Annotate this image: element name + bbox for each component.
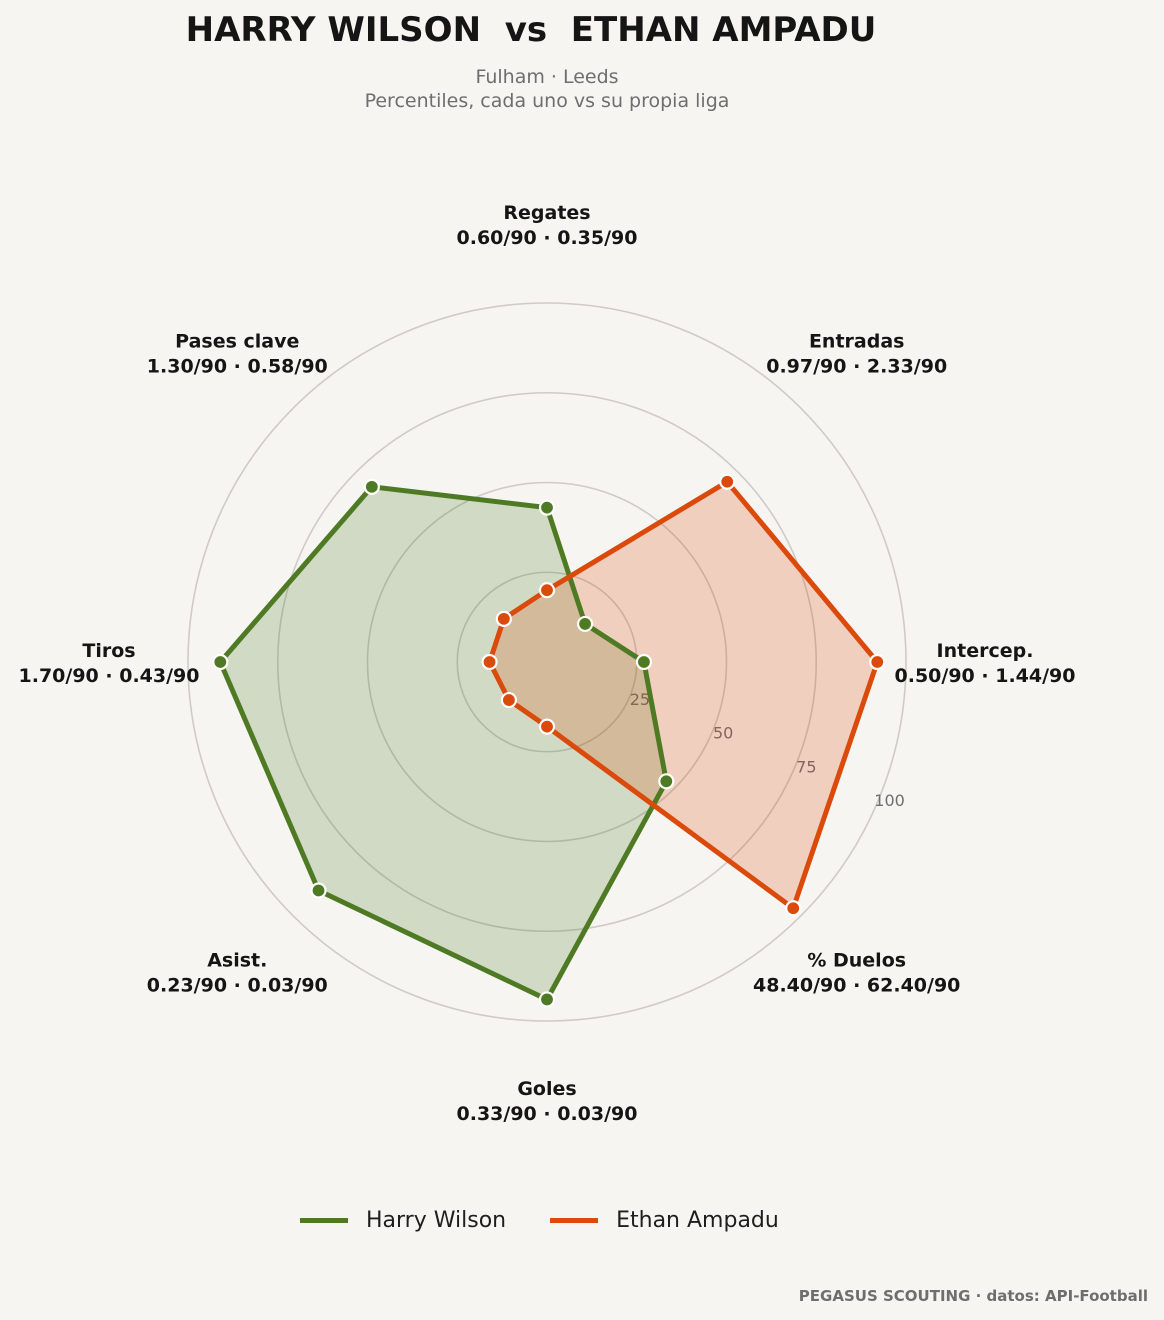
axis-label-8: Pases clave: [175, 330, 299, 352]
axis-label-7: Tiros: [82, 640, 135, 662]
radar-point-series-1-axis-4: [658, 773, 675, 790]
chart-legend: Harry Wilson Ethan Ampadu: [300, 1208, 823, 1233]
axis-label-2: Entradas: [809, 330, 905, 352]
radar-point-series-1-axis-7: [212, 653, 229, 671]
radar-ring-100: [187, 302, 907, 1022]
radar-area-series-2: [489, 481, 878, 909]
legend-item-series-2: Ethan Ampadu: [550, 1208, 779, 1233]
chart-title: HARRY WILSON vs ETHAN AMPADU: [185, 10, 877, 50]
radar-point-series-1-axis-6: [310, 882, 327, 899]
axis-values-2: 0.97/90 · 2.33/90: [766, 355, 947, 377]
radar-point-series-2-axis-3: [869, 653, 886, 671]
legend-label-series-1: Harry Wilson: [366, 1208, 507, 1233]
radar-point-series-1-axis-8: [363, 478, 380, 495]
axis-values-7: 1.70/90 · 0.43/90: [19, 665, 200, 687]
footer-credit: PEGASUS SCOUTING · datos: API-Football: [798, 1287, 1148, 1305]
radar-ring-label-100: 100: [874, 791, 905, 810]
radar-point-series-1-axis-2: [576, 615, 594, 633]
legend-label-series-2: Ethan Ampadu: [616, 1208, 779, 1233]
radar-point-series-2-axis-1: [538, 582, 556, 599]
axis-label-6: Asist.: [207, 950, 267, 972]
axis-values-8: 1.30/90 · 0.58/90: [147, 355, 328, 377]
radar-rings: [187, 302, 907, 1022]
radar-ring-label-75: 75: [796, 757, 816, 776]
radar-ring-50: [366, 481, 728, 843]
radar-point-series-1-axis-1: [538, 499, 556, 516]
radar-point-series-2-axis-8: [495, 610, 512, 627]
radar-point-series-2-axis-4: [785, 900, 802, 917]
radar-point-series-2-axis-5: [538, 718, 556, 735]
axis-values-6: 0.23/90 · 0.03/90: [147, 975, 328, 997]
axis-label-4: % Duelos: [807, 950, 906, 972]
chart-subtitle-teams: Fulham · Leeds: [475, 66, 619, 88]
radar-ring-labels: 25 50 75 100: [630, 690, 905, 810]
radar-ring-75: [276, 391, 818, 933]
axis-label-3: Intercep.: [937, 640, 1034, 662]
radar-point-series-1-axis-3: [635, 653, 653, 671]
axis-values-5: 0.33/90 · 0.03/90: [457, 1103, 638, 1125]
radar-axis-labels: Regates 0.60/90 · 0.35/90 Entradas 0.97/90 …: [19, 202, 1076, 1125]
radar-point-series-2-axis-7: [481, 653, 498, 671]
legend-line-series-2: [550, 1218, 599, 1223]
legend-line-series-1: [300, 1218, 348, 1223]
radar-ring-label-25: 25: [630, 690, 650, 709]
axis-label-1: Regates: [503, 202, 590, 224]
legend-item-series-1: Harry Wilson: [300, 1208, 506, 1233]
radar-point-series-2-axis-2: [719, 473, 736, 490]
chart-subtitle-description: Percentiles, cada uno vs su propia liga: [364, 90, 730, 112]
axis-label-5: Goles: [517, 1078, 576, 1100]
axis-values-3: 0.50/90 · 1.44/90: [895, 665, 1076, 687]
radar-point-series-2-axis-6: [500, 691, 518, 709]
radar-ring-label-50: 50: [713, 724, 733, 743]
radar-series-layer: [212, 473, 886, 1008]
radar-area-series-1: [220, 486, 667, 1000]
axis-values-4: 48.40/90 · 62.40/90: [753, 975, 960, 997]
axis-values-1: 0.60/90 · 0.35/90: [457, 227, 638, 249]
radar-point-series-1-axis-5: [538, 991, 556, 1008]
